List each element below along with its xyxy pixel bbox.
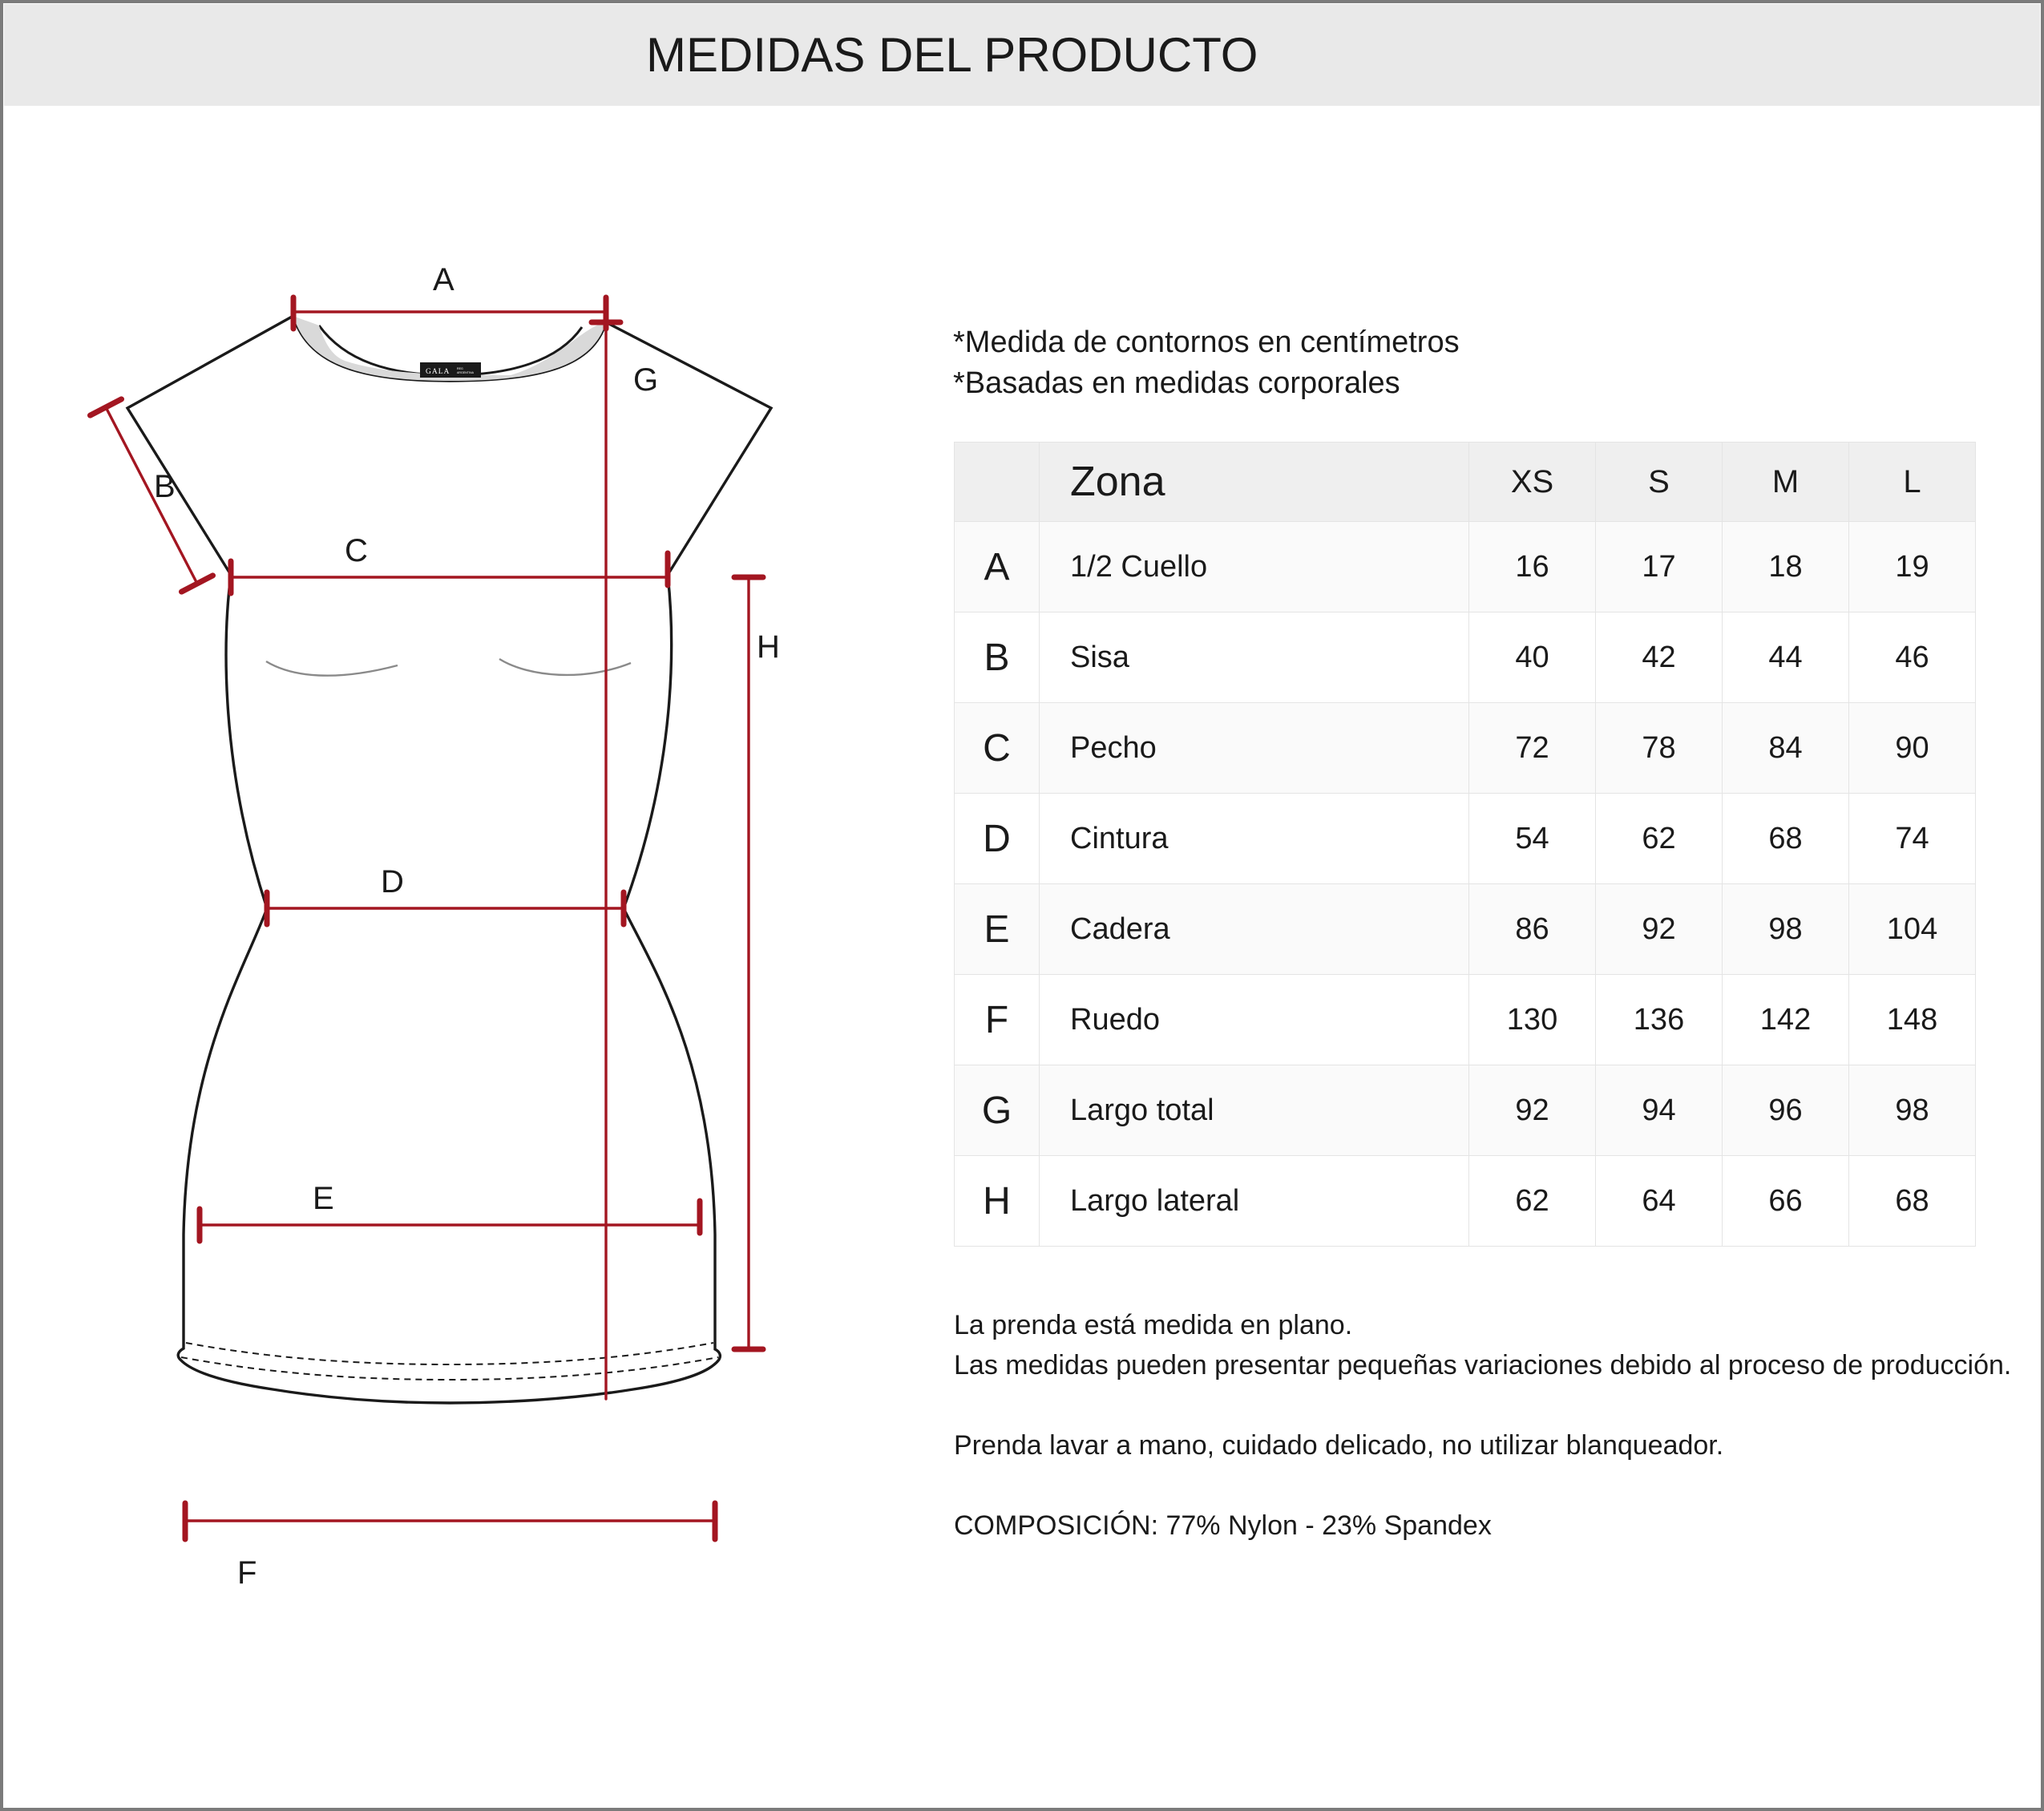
- svg-text:H: H: [757, 629, 780, 665]
- svg-text:ARGENTINA: ARGENTINA: [457, 371, 475, 374]
- svg-text:D: D: [381, 864, 404, 899]
- svg-text:G: G: [633, 362, 658, 398]
- svg-text:F: F: [237, 1555, 257, 1591]
- svg-text:B: B: [154, 469, 176, 504]
- svg-text:REG: REG: [457, 367, 463, 370]
- svg-text:E: E: [313, 1181, 334, 1216]
- svg-text:GALA: GALA: [426, 368, 450, 376]
- svg-text:A: A: [433, 262, 454, 297]
- svg-text:C: C: [345, 533, 368, 568]
